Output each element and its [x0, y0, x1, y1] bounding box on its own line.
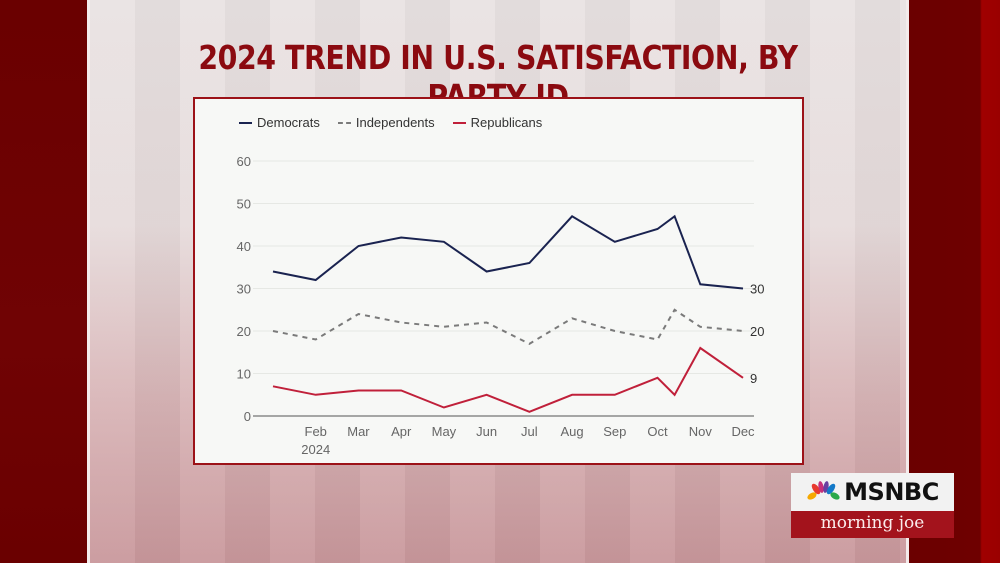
- legend-label-democrats: Democrats: [257, 115, 320, 130]
- end-label-independents: 20: [750, 324, 764, 339]
- x-tick-label: Mar: [347, 424, 370, 439]
- x-tick-label: Jul: [521, 424, 538, 439]
- legend-item-independents: Independents: [337, 115, 435, 130]
- series-line-democrats: [272, 214, 744, 290]
- background-right-panel: [909, 0, 1000, 563]
- background-left-panel: [0, 0, 87, 563]
- stage-border-left: [87, 0, 90, 563]
- end-label-democrats: 30: [750, 282, 764, 297]
- legend-label-independents: Independents: [355, 115, 435, 130]
- y-tick-label: 0: [244, 409, 251, 424]
- y-tick-label: 20: [237, 324, 251, 339]
- legend-item-republicans: Republicans: [452, 115, 543, 130]
- legend-swatch-republicans: [452, 121, 466, 124]
- msnbc-logo: MSNBC: [791, 473, 954, 511]
- x-tick-label: Dec: [731, 424, 755, 439]
- x-tick-sublabel: 2024: [301, 442, 330, 457]
- x-tick-label: Apr: [391, 424, 412, 439]
- x-tick-label: Sep: [603, 424, 626, 439]
- series-line-republicans: [272, 346, 744, 413]
- y-tick-label: 60: [237, 154, 251, 169]
- x-tick-label: Nov: [689, 424, 713, 439]
- legend-swatch-democrats: [239, 121, 252, 124]
- x-tick-label: Aug: [561, 424, 584, 439]
- msnbc-morning-joe-logo: MSNBC morning joe: [791, 473, 954, 538]
- chart-legend: Democrats Independents Republicans: [239, 115, 542, 130]
- end-label-republicans: 9: [750, 371, 757, 386]
- legend-item-democrats: Democrats: [239, 115, 320, 130]
- y-tick-label: 40: [237, 239, 251, 254]
- legend-swatch-independents: [337, 121, 351, 124]
- legend-label-republicans: Republicans: [470, 115, 543, 130]
- x-tick-label: Feb: [305, 424, 327, 439]
- x-tick-label: May: [432, 424, 457, 439]
- y-tick-label: 10: [237, 367, 251, 382]
- network-name: MSNBC: [844, 478, 939, 506]
- y-tick-label: 50: [237, 197, 251, 212]
- chart-card: Democrats Independents Republicans 0 10 20…: [193, 97, 804, 465]
- stage-border-right: [906, 0, 909, 563]
- x-tick-label: Oct: [647, 424, 668, 439]
- y-tick-label: 30: [237, 282, 251, 297]
- line-chart: 0 10 20 30 40 50 60 Feb Mar Apr May Jun Jul Aug Sep Oct…: [237, 154, 765, 457]
- peacock-icon: [807, 481, 840, 500]
- show-name: morning joe: [791, 511, 954, 538]
- series-line-independents: [272, 308, 744, 345]
- x-tick-label: Jun: [476, 424, 497, 439]
